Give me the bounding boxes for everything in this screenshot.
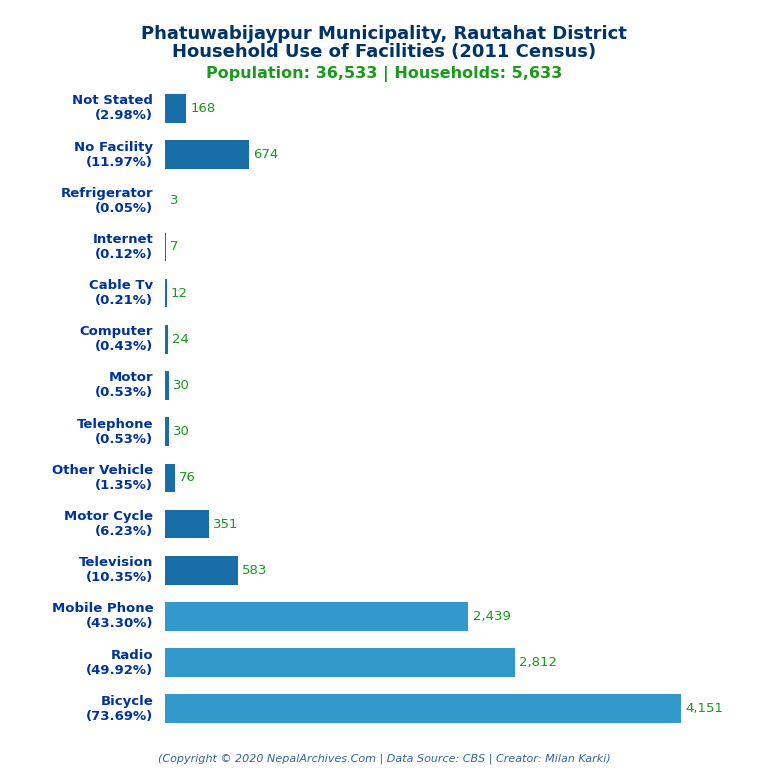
Bar: [165, 141, 249, 169]
Text: 30: 30: [174, 425, 190, 439]
Bar: [165, 556, 237, 584]
Text: Population: 36,533 | Households: 5,633: Population: 36,533 | Households: 5,633: [206, 66, 562, 82]
Text: 7: 7: [170, 240, 179, 253]
Bar: [165, 325, 168, 353]
Text: 674: 674: [253, 148, 279, 161]
Text: 24: 24: [173, 333, 190, 346]
Text: 2,812: 2,812: [519, 656, 558, 669]
Text: 168: 168: [190, 102, 216, 115]
Bar: [165, 417, 169, 446]
Bar: [165, 694, 681, 723]
Text: 30: 30: [174, 379, 190, 392]
Bar: [165, 233, 166, 261]
Text: 3: 3: [170, 194, 178, 207]
Bar: [165, 602, 468, 631]
Text: 351: 351: [214, 518, 239, 531]
Text: 76: 76: [179, 472, 196, 485]
Text: 4,151: 4,151: [686, 702, 723, 715]
Bar: [165, 464, 174, 492]
Text: (Copyright © 2020 NepalArchives.Com | Data Source: CBS | Creator: Milan Karki): (Copyright © 2020 NepalArchives.Com | Da…: [157, 753, 611, 764]
Bar: [165, 371, 169, 400]
Bar: [165, 279, 167, 307]
Text: Household Use of Facilities (2011 Census): Household Use of Facilities (2011 Census…: [172, 43, 596, 61]
Bar: [165, 510, 209, 538]
Text: Phatuwabijaypur Municipality, Rautahat District: Phatuwabijaypur Municipality, Rautahat D…: [141, 25, 627, 43]
Bar: [165, 648, 515, 677]
Bar: [165, 94, 186, 123]
Text: 12: 12: [171, 286, 188, 300]
Text: 583: 583: [242, 564, 267, 577]
Text: 2,439: 2,439: [473, 610, 511, 623]
